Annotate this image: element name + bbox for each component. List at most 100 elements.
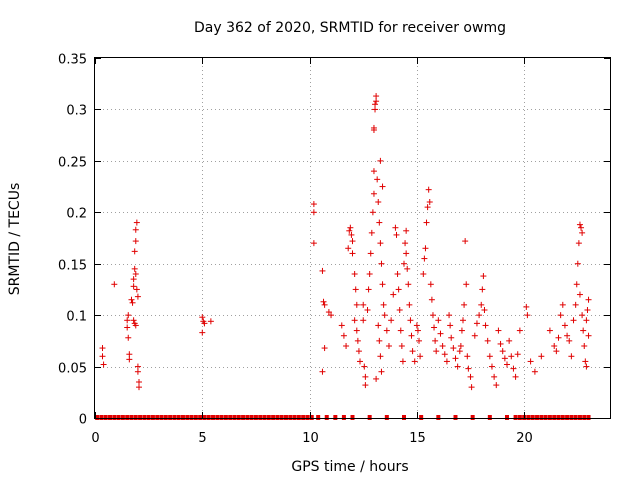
data-point: [427, 281, 434, 288]
data-point: [448, 334, 455, 341]
data-point: [362, 373, 369, 380]
zero-point: [470, 415, 475, 420]
data-point: [527, 358, 534, 365]
zero-point: [487, 415, 492, 420]
data-point: [401, 260, 407, 267]
zero-point: [241, 415, 246, 420]
data-point: [441, 351, 448, 358]
data-point: [504, 361, 510, 368]
zero-point: [163, 415, 168, 420]
data-point: [379, 281, 386, 288]
zero-point: [517, 415, 522, 420]
data-point: [462, 238, 469, 245]
data-point: [321, 345, 328, 352]
zero-point: [150, 415, 155, 420]
data-point: [130, 276, 137, 283]
data-point: [201, 320, 208, 327]
zero-point: [569, 415, 574, 420]
data-point: [512, 373, 519, 380]
data-point: [396, 307, 403, 313]
y-tick-label: 0.25: [58, 156, 87, 171]
data-point: [450, 345, 457, 352]
data-point: [133, 219, 140, 226]
data-point: [131, 248, 138, 255]
data-point: [199, 329, 206, 336]
data-point: [374, 176, 381, 183]
data-point: [426, 199, 433, 205]
data-point: [310, 201, 317, 208]
chart-title: Day 362 of 2020, SRMTID for receiver owm…: [194, 20, 506, 36]
data-point: [351, 317, 358, 324]
data-point: [447, 322, 454, 329]
data-point: [468, 384, 475, 391]
data-point: [320, 298, 327, 305]
data-point: [576, 291, 583, 298]
data-point: [553, 348, 560, 355]
data-point: [372, 106, 379, 113]
data-point: [506, 337, 513, 344]
data-point: [432, 337, 439, 344]
zero-point: [206, 415, 211, 420]
data-point: [431, 324, 438, 331]
zero-point: [560, 415, 565, 420]
zero-point: [296, 415, 301, 420]
x-tick-label: 20: [516, 431, 533, 446]
data-point: [395, 286, 402, 293]
data-point: [377, 240, 384, 247]
data-point: [439, 343, 446, 349]
data-point: [377, 353, 384, 360]
data-point: [345, 245, 352, 252]
zero-point: [185, 415, 190, 420]
data-point: [481, 307, 488, 313]
data-point: [579, 229, 586, 236]
data-point: [479, 286, 486, 293]
data-point: [394, 271, 401, 277]
data-point: [328, 312, 335, 319]
data-point: [568, 353, 575, 360]
y-tick-label: 0.35: [58, 53, 87, 68]
data-point: [486, 353, 493, 360]
zero-point: [228, 415, 233, 420]
data-point: [319, 368, 326, 375]
data-point: [425, 186, 432, 193]
data-point: [199, 314, 206, 321]
plot-frame: [94, 57, 611, 419]
data-point: [368, 229, 375, 236]
zero-point: [505, 415, 509, 420]
data-point: [573, 281, 580, 288]
data-point: [406, 301, 413, 308]
data-point: [364, 307, 371, 313]
data-point: [471, 332, 478, 339]
data-point: [362, 382, 369, 389]
data-point: [581, 343, 588, 349]
data-point: [499, 348, 506, 355]
data-point: [366, 271, 373, 277]
data-point: [583, 317, 590, 324]
zero-point: [275, 415, 280, 420]
data-point: [454, 363, 461, 370]
data-point: [130, 317, 137, 324]
data-point: [365, 286, 372, 293]
data-point: [433, 348, 440, 355]
data-point: [353, 327, 360, 334]
data-point: [378, 260, 385, 267]
y-tick-label: 0.3: [66, 104, 87, 119]
data-point: [370, 168, 377, 175]
data-point: [398, 343, 405, 349]
zero-point: [324, 415, 329, 420]
data-point: [355, 348, 362, 355]
data-point: [465, 365, 472, 372]
zero-point: [146, 415, 151, 420]
data-point: [380, 301, 387, 308]
zero-point: [219, 415, 224, 420]
data-point: [130, 283, 137, 290]
data-point: [351, 271, 358, 277]
data-point: [416, 337, 423, 344]
data-point: [578, 224, 585, 231]
data-point: [357, 358, 364, 365]
zero-point: [172, 415, 177, 420]
data-point: [347, 224, 354, 231]
data-point: [463, 281, 470, 288]
zero-point: [419, 415, 424, 420]
data-point: [132, 226, 139, 233]
